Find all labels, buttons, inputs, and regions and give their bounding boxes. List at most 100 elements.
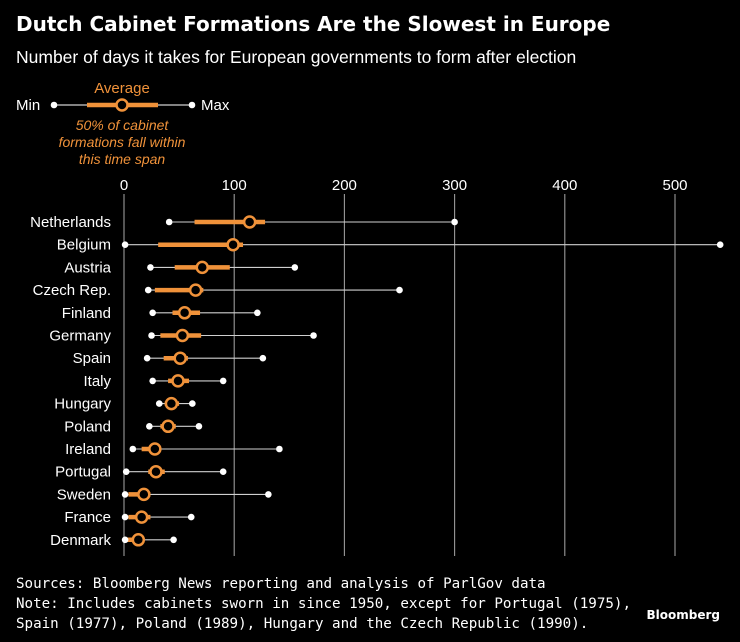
x-tick-label: 0 [120,177,128,194]
x-tick-label: 500 [662,177,687,194]
country-row: Spain [73,350,267,367]
average-marker [242,215,257,229]
min-dot [149,309,156,317]
average-marker [171,374,185,388]
country-row: Denmark [50,532,177,549]
average-marker [134,510,149,524]
average-marker [173,351,187,365]
legend-note-line: this time span [79,151,166,167]
country-label: Netherlands [30,214,111,231]
max-dot [276,445,283,453]
country-row: Netherlands [30,214,458,231]
country-label: Germany [49,328,111,345]
legend-max-dot [188,101,196,109]
country-row: France [64,509,195,526]
legend-note-line: formations fall within [59,134,186,150]
max-dot [259,354,267,362]
country-row: Finland [62,305,261,322]
max-dot [265,491,272,498]
country-row: Portugal [55,464,227,481]
country-label: Belgium [57,237,111,254]
max-dot [189,400,196,407]
x-tick-label: 200 [332,177,357,194]
max-dot [254,309,261,317]
average-marker [175,328,190,343]
legend-note-line: 50% of cabinet [76,117,170,133]
average-marker [149,464,163,479]
country-row: Czech Rep. [33,282,403,299]
footer-notes: Sources: Bloomberg News reporting and an… [16,574,631,634]
min-dot [121,241,129,248]
max-dot [396,286,403,294]
country-row: Germany [49,328,317,345]
chart-title: Dutch Cabinet Formations Are the Slowest… [16,12,611,36]
legend: Min Max Average 50% of cabinet formation… [16,80,230,167]
legend-average-marker [115,98,129,112]
min-dot [144,286,152,294]
grid [123,194,676,556]
max-dot [716,241,724,248]
min-dot [121,491,129,498]
legend-min-label: Min [16,97,40,114]
max-dot [219,377,227,385]
country-row: Ireland [65,441,283,458]
max-dot [170,536,177,544]
country-label: Finland [62,305,111,322]
legend-average-label: Average [94,80,150,97]
country-row: Poland [64,418,203,435]
chart-subtitle: Number of days it takes for European gov… [16,47,577,67]
min-dot [146,423,153,430]
min-dot [122,468,130,476]
average-marker [164,396,179,411]
country-label: Hungary [54,396,111,413]
average-marker [226,237,240,252]
country-label: Spain [73,350,111,367]
country-label: France [64,509,111,526]
country-label: Poland [64,418,111,435]
max-dot [195,423,203,430]
min-dot [165,218,173,226]
max-dot [451,218,458,226]
average-marker [137,487,151,502]
min-dot [143,354,151,362]
average-marker [161,419,175,434]
min-dot [155,400,163,407]
min-dot [149,377,156,385]
country-label: Ireland [65,441,111,458]
country-row: Hungary [54,396,196,413]
min-dot [148,332,155,339]
country-label: Italy [83,373,111,390]
average-marker [131,533,146,547]
bloomberg-logo: Bloomberg [646,608,721,622]
x-tick-label: 400 [552,177,577,194]
max-dot [291,264,299,271]
range-dot-chart: Min Max Average 50% of cabinet formation… [16,80,724,556]
country-label: Austria [64,259,111,276]
country-row: Sweden [57,486,272,503]
min-dot [121,513,129,521]
max-dot [310,332,317,339]
x-tick-label: 100 [222,177,247,194]
max-dot [219,468,227,476]
average-marker [177,306,192,320]
data-rows: Netherlands Belgium Austria Czech Rep. Finla… [30,214,724,549]
country-row: Italy [83,373,227,390]
country-row: Austria [64,259,299,276]
average-marker [148,442,162,456]
country-label: Sweden [57,486,111,503]
x-tick-label: 300 [442,177,467,194]
note-text-line1: Note: Includes cabinets sworn in since 1… [16,596,631,612]
legend-min-dot [50,101,58,109]
country-label: Portugal [55,464,111,481]
max-dot [187,513,195,521]
average-marker [188,283,203,297]
country-label: Denmark [50,532,111,549]
min-dot [129,445,137,453]
country-label: Czech Rep. [33,282,111,299]
note-text-line2: Spain (1977), Poland (1989), Hungary and… [16,616,589,632]
x-axis-ticks: 0 100 200 300 400 500 [120,177,688,194]
country-row: Belgium [57,237,724,254]
average-marker [195,260,209,275]
min-dot [147,264,154,271]
min-dot [121,536,129,544]
